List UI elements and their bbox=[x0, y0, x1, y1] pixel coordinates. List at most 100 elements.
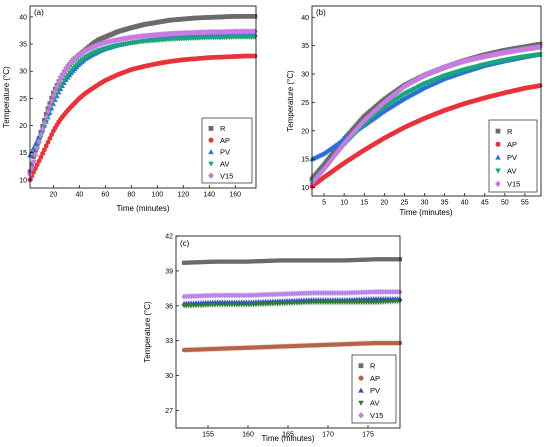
data-point-r bbox=[292, 258, 297, 263]
legend-label-av: AV bbox=[220, 160, 229, 169]
data-point-ap bbox=[43, 143, 49, 149]
panel-a-axes: 20 40 60 80 100 120 140 160 10 15 20 25 30 35 40 bbox=[19, 14, 241, 198]
data-point-r bbox=[208, 259, 213, 264]
data-point-r bbox=[383, 257, 388, 262]
data-point-v15 bbox=[39, 125, 46, 133]
data-point-r bbox=[325, 258, 331, 263]
data-point-r bbox=[210, 259, 215, 264]
data-point-r bbox=[297, 258, 302, 263]
legend-label-av: AV bbox=[370, 399, 379, 408]
data-point-r bbox=[227, 259, 232, 264]
data-point-v15 bbox=[34, 145, 40, 152]
x-tick-label: 5 bbox=[322, 200, 326, 207]
data-point-r bbox=[196, 260, 201, 265]
legend-label-pv: PV bbox=[220, 148, 230, 157]
data-point-r bbox=[191, 260, 196, 265]
x-tick-label: 80 bbox=[127, 192, 135, 199]
data-point-v15 bbox=[316, 171, 323, 178]
data-point-r bbox=[184, 260, 189, 265]
data-point-v15 bbox=[70, 56, 76, 64]
legend-label-r: R bbox=[370, 361, 376, 370]
y-tick-label: 40 bbox=[301, 15, 309, 22]
data-point-ap bbox=[36, 158, 42, 164]
data-point-r bbox=[213, 259, 218, 264]
data-point-r bbox=[277, 258, 283, 263]
legend-marker-ap bbox=[358, 375, 364, 381]
series-v15 bbox=[309, 43, 543, 187]
data-point-r bbox=[29, 161, 35, 167]
legend-label-v15: V15 bbox=[370, 411, 383, 420]
data-point-r bbox=[203, 259, 208, 265]
data-point-r bbox=[311, 258, 316, 263]
data-point-r bbox=[333, 258, 338, 263]
data-point-r bbox=[215, 259, 220, 264]
y-tick-label: 30 bbox=[165, 373, 173, 380]
legend-label-ap: AP bbox=[370, 374, 380, 383]
panel-b-marks bbox=[309, 41, 543, 189]
data-point-v15 bbox=[48, 97, 55, 104]
data-point-r bbox=[313, 258, 319, 263]
legend-marker-pv bbox=[495, 154, 501, 160]
y-tick-label: 15 bbox=[19, 150, 27, 157]
data-point-ap bbox=[38, 154, 44, 160]
panel-b-ylabel: Temperature (°C) bbox=[286, 70, 295, 132]
legend-marker-r bbox=[358, 363, 364, 369]
data-point-r bbox=[186, 260, 191, 265]
panel-c-marks bbox=[181, 257, 403, 353]
panel-a: 20 40 60 80 100 120 140 160 10 15 20 25 30 35 40 (a) T… bbox=[2, 5, 258, 213]
data-point-v15 bbox=[318, 169, 324, 176]
data-point-ap bbox=[252, 53, 258, 59]
y-tick-label: 25 bbox=[301, 100, 309, 107]
x-tick-label: 20 bbox=[49, 192, 57, 199]
data-point-r bbox=[323, 258, 328, 263]
data-point-r bbox=[304, 258, 309, 263]
legend-marker-r bbox=[208, 126, 214, 131]
data-point-v15 bbox=[537, 43, 543, 51]
y-tick-label: 10 bbox=[19, 177, 27, 184]
data-point-r bbox=[253, 259, 259, 264]
data-point-pv bbox=[32, 141, 39, 147]
panel-c-axes: 155 160 165 170 175 27 30 33 36 39 42 bbox=[165, 234, 374, 439]
panel-c-legend: R AP PV AV V15 bbox=[351, 354, 397, 424]
data-point-r bbox=[229, 259, 235, 264]
y-tick-label: 30 bbox=[301, 72, 309, 79]
data-point-r bbox=[34, 142, 40, 147]
y-tick-label: 42 bbox=[165, 234, 173, 241]
data-point-r bbox=[349, 258, 355, 263]
x-tick-label: 120 bbox=[177, 192, 189, 199]
data-point-r bbox=[378, 257, 383, 262]
y-tick-label: 33 bbox=[165, 338, 173, 345]
data-point-r bbox=[285, 258, 290, 263]
data-point-v15 bbox=[81, 48, 87, 55]
data-point-r bbox=[354, 257, 359, 263]
data-point-r bbox=[220, 259, 225, 264]
data-point-ap bbox=[31, 169, 37, 175]
data-point-av bbox=[39, 130, 46, 136]
data-point-r bbox=[181, 260, 187, 265]
data-point-r bbox=[239, 259, 244, 264]
legend-marker-v15 bbox=[208, 172, 214, 179]
data-point-r bbox=[222, 259, 227, 264]
data-point-r bbox=[244, 259, 249, 264]
data-point-r bbox=[263, 258, 268, 264]
data-point-ap bbox=[41, 147, 47, 153]
legend-marker-pv bbox=[358, 387, 364, 393]
data-point-ap bbox=[34, 162, 40, 168]
x-tick-label: 60 bbox=[101, 192, 109, 199]
data-point-r bbox=[361, 257, 367, 262]
data-point-v15 bbox=[29, 165, 35, 172]
legend-label-r: R bbox=[220, 124, 226, 133]
data-point-r bbox=[366, 257, 371, 262]
series-ap bbox=[181, 340, 403, 353]
y-tick-label: 27 bbox=[165, 408, 173, 415]
data-point-r bbox=[258, 259, 263, 264]
x-tick-label: 170 bbox=[322, 432, 334, 439]
series-r bbox=[181, 257, 403, 265]
data-point-r bbox=[337, 258, 343, 263]
data-point-r bbox=[385, 257, 391, 262]
data-point-av bbox=[57, 84, 64, 90]
panel-b-tag: (b) bbox=[316, 8, 326, 17]
legend-marker-av bbox=[208, 161, 214, 167]
data-point-v15 bbox=[32, 152, 39, 159]
